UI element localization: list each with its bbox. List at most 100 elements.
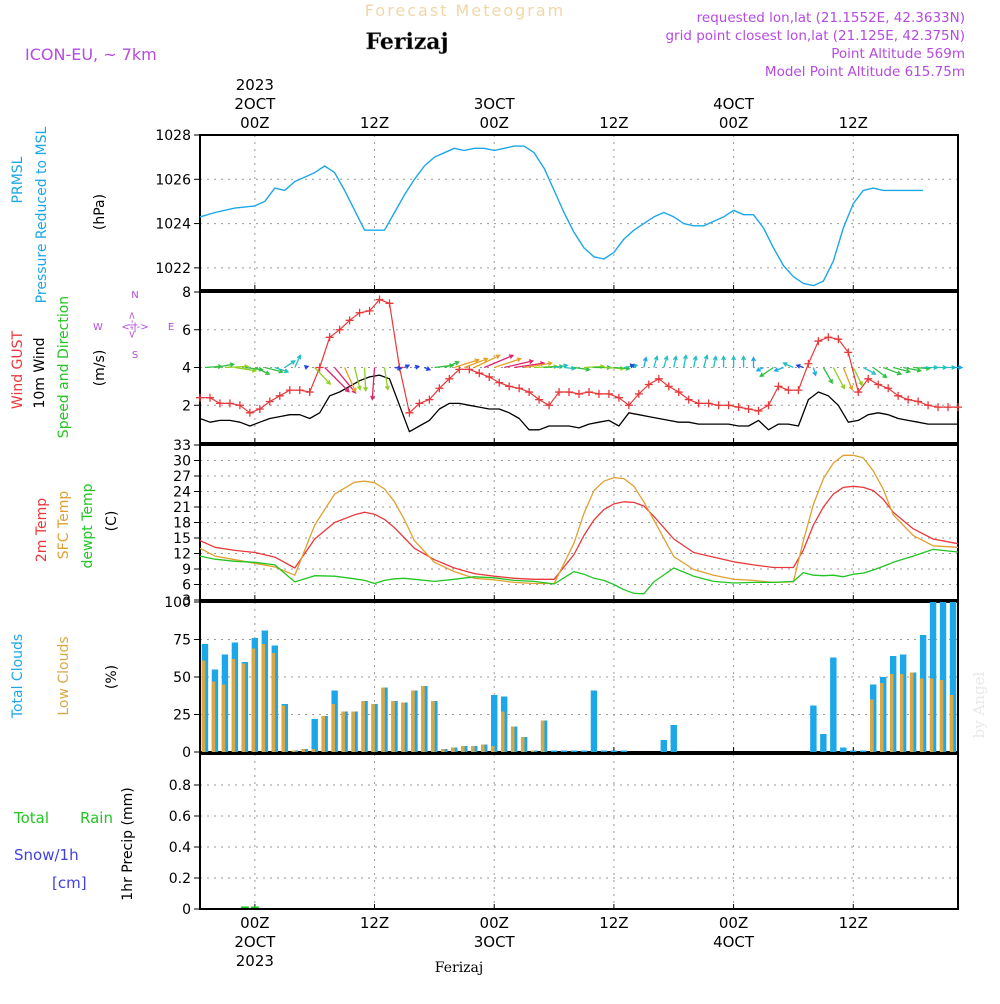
low-cloud-bar: [889, 674, 894, 752]
top-time-label: 12Z: [360, 114, 389, 132]
gust-marker: [345, 316, 354, 325]
wind-arrow: [953, 365, 964, 370]
gust-marker: [884, 384, 893, 393]
clouds-panel: 0 25 50 75 100: [164, 595, 959, 761]
pressure-ytick-label: 1028: [155, 128, 191, 144]
temperature-frame: [199, 444, 959, 601]
low-cloud-bar: [241, 663, 246, 752]
wind-arrow: [672, 355, 678, 368]
wind-arrow: [893, 366, 912, 374]
wind-arrow: [424, 366, 432, 371]
wind-arrow: [751, 356, 757, 368]
wind-arrow: [303, 365, 310, 370]
gust-marker: [734, 403, 743, 412]
title-top: Forecast Meteogram: [365, 1, 565, 20]
wind-arrow: [370, 367, 376, 401]
wind-arrow: [523, 361, 553, 369]
gust-marker: [545, 401, 554, 410]
bottom-time-label: 00Z: [719, 914, 748, 932]
gust-marker: [744, 405, 753, 414]
compass-s: S: [132, 350, 138, 361]
rain-bar: [250, 906, 259, 908]
bottom-time-label: 2OCT: [234, 933, 276, 951]
gust-marker: [694, 399, 703, 408]
wind-arrow: [363, 367, 368, 392]
model-label: ICON-EU, ~ 7km: [25, 45, 157, 64]
gust-marker: [275, 391, 284, 400]
compass-n: N: [131, 290, 138, 301]
total-cloud-bar: [590, 690, 598, 752]
pressure-label-a: PRMSL: [10, 156, 26, 203]
low-cloud-bar: [201, 660, 206, 752]
gust-marker: [704, 399, 713, 408]
temperature-ytick-label: 15: [173, 531, 191, 547]
total-cloud-bar: [311, 719, 318, 752]
total-cloud-bar: [840, 747, 847, 752]
gust-marker: [325, 333, 334, 342]
total-cloud-bar: [550, 750, 558, 752]
grid-point-coords: grid point closest lon,lat (21.125E, 42.…: [665, 28, 965, 44]
clouds-ytick-label: 75: [173, 633, 191, 649]
top-time-label: 12Z: [839, 114, 868, 132]
pressure-ytick-label: 1022: [155, 261, 191, 277]
gust-marker: [774, 382, 783, 391]
low-cloud-bar: [441, 749, 445, 752]
gust-marker: [854, 388, 863, 397]
wind-arrow: [822, 367, 833, 385]
wind-label-c: Speed and Direction: [56, 296, 72, 438]
clouds-ytick-label: 25: [173, 708, 191, 724]
total-cloud-bar: [939, 602, 947, 752]
wind-arrow: [274, 366, 290, 374]
sfc-temp-line: [199, 454, 959, 585]
gust-marker: [355, 308, 364, 317]
wind-arrow: [759, 366, 774, 378]
total-cloud-bar: [949, 602, 957, 752]
wind-arrow: [712, 355, 718, 368]
wind-arrow: [703, 354, 709, 368]
gust-marker: [824, 333, 833, 342]
gust-marker: [684, 395, 693, 404]
precip-label-total: Total: [13, 809, 49, 827]
bottom-time-label: 12Z: [599, 914, 628, 932]
gust-marker: [754, 406, 763, 415]
gust-marker: [724, 401, 733, 410]
total-cloud-bar: [830, 657, 837, 752]
low-cloud-bar: [899, 674, 904, 752]
gust-marker: [555, 388, 564, 397]
wind-arrow: [474, 354, 501, 369]
temperature-ytick-label: 18: [173, 516, 191, 532]
low-cloud-bar: [530, 750, 535, 752]
clouds-ytick-label: 100: [164, 595, 191, 611]
low-cloud-bar: [351, 711, 355, 752]
low-cloud-bar: [371, 704, 375, 752]
wind-arrow: [731, 355, 737, 368]
bottom-time-label: 00Z: [480, 914, 509, 932]
wind-arrow: [882, 366, 903, 376]
gust-marker: [435, 384, 444, 393]
total-cloud-bar: [620, 750, 628, 752]
wind-arrow: [653, 355, 659, 368]
gust-marker: [335, 325, 344, 334]
total-cloud-bar: [600, 750, 608, 752]
low-cloud-bar: [331, 704, 335, 752]
total-cloud-bar: [850, 750, 857, 752]
low-cloud-bar: [401, 702, 405, 752]
gust-marker: [315, 363, 324, 372]
wind-arrow: [394, 365, 403, 371]
wind-arrow: [663, 355, 669, 368]
low-cloud-bar: [491, 746, 495, 752]
wind-ytick-label: 6: [182, 323, 191, 339]
clouds-ytick-label: 50: [173, 670, 191, 686]
top-time-label: 12Z: [599, 114, 628, 132]
gust-marker: [784, 386, 793, 395]
wind-arrow: [902, 366, 923, 373]
precip-ytick-label: 0.2: [169, 871, 191, 887]
wind-panel: 2 4 6 8: [182, 285, 964, 444]
bottom-time-label: 3OCT: [474, 933, 516, 951]
gust-marker: [624, 401, 633, 410]
gust-marker: [225, 399, 234, 408]
gust-marker: [714, 401, 723, 410]
wind-arrow: [872, 366, 888, 379]
top-time-label: 00Z: [480, 114, 509, 132]
gust-marker: [565, 388, 574, 397]
